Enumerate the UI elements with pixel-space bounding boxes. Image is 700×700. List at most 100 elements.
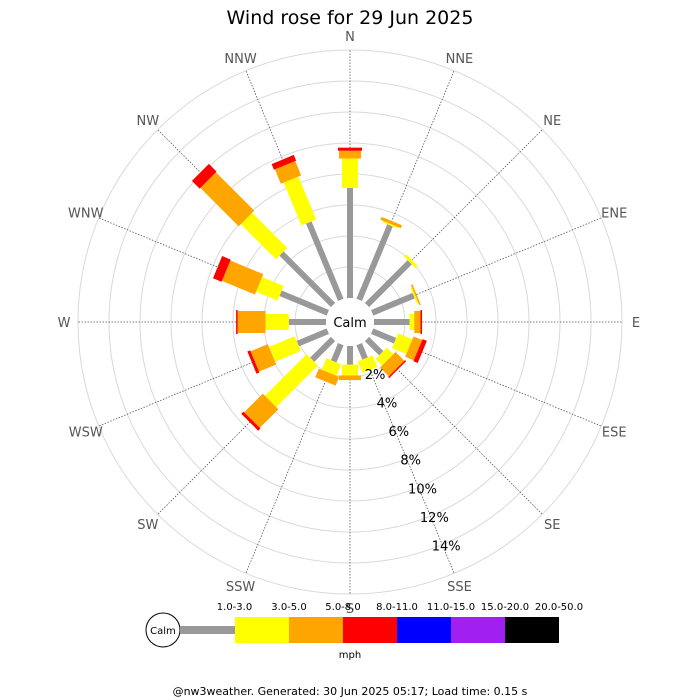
- bar-s-3.0-5.0: [342, 364, 358, 376]
- legend-swatch: [343, 617, 397, 643]
- legend-unit: mph: [339, 650, 361, 661]
- bar-n-5.0-8.0: [339, 150, 361, 159]
- bar-sw-5.0-8.0: [244, 393, 279, 428]
- direction-label-wnw: WNW: [68, 207, 104, 222]
- bar-ese-3.0-5.0: [392, 333, 413, 354]
- bar-se-3.0-5.0: [375, 347, 394, 366]
- direction-label-sse: SSE: [447, 580, 472, 595]
- bar-wnw-3.0-5.0: [256, 276, 284, 301]
- bar-e-5.0-8.0: [414, 311, 421, 333]
- bar-nnw-8.0-11.0: [271, 154, 297, 170]
- bar-se-5.0-8.0: [380, 352, 405, 377]
- direction-label-ese: ESE: [602, 425, 627, 440]
- spoke-ne: [366, 129, 543, 306]
- legend-label: 1.0-3.0: [217, 602, 252, 613]
- bar-nnw-3.0-5.0: [283, 176, 317, 226]
- bar-ssw-1.0-3.0: [330, 343, 344, 363]
- direction-labels: N NNE NE ENE E ESE SE SSE S SSW SW WSW W WNW NW NNW: [58, 30, 641, 617]
- direction-label-sw: SW: [137, 518, 158, 533]
- bar-sw-3.0-5.0: [264, 354, 318, 408]
- bar-wsw-3.0-5.0: [268, 336, 301, 362]
- legend-swatch: [180, 626, 235, 634]
- calm-center: Calm: [326, 298, 374, 346]
- spoke-nne: [358, 70, 455, 300]
- bar-n-1.0-3.0: [347, 187, 353, 298]
- percent-label: 4%: [377, 396, 398, 411]
- bar-ene-3.0-5.0: [410, 287, 419, 304]
- spoke-sse: [358, 344, 455, 574]
- bar-ene-5.0-8.0: [410, 284, 421, 306]
- legend-label: 15.0-20.0: [481, 602, 529, 613]
- bar-e-8.0-11.0: [420, 310, 423, 334]
- bar-se-8.0-11.0: [388, 360, 407, 379]
- bar-s-5.0-8.0: [339, 375, 361, 381]
- direction-label-wsw: WSW: [69, 425, 103, 440]
- spoke-ene: [372, 217, 602, 314]
- bar-nw-3.0-5.0: [240, 212, 288, 260]
- bar-n-8.0-11.0: [338, 147, 362, 151]
- bar-w-1.0-3.0: [288, 319, 326, 325]
- wind-bars: [191, 147, 427, 431]
- percent-labels: 2% 4% 6% 8% 10% 12% 14%: [365, 368, 461, 555]
- legend-label: 11.0-15.0: [427, 602, 475, 613]
- bar-nw-8.0-11.0: [191, 163, 217, 189]
- bar-sse-1.0-3.0: [356, 343, 368, 360]
- legend-swatch: [397, 617, 451, 643]
- legend-swatch: [235, 617, 289, 643]
- legend-label: 8.0-11.0: [376, 602, 418, 613]
- legend-calm-label: Calm: [150, 626, 176, 637]
- bar-w-3.0-5.0: [265, 314, 289, 330]
- direction-label-ne: NE: [543, 114, 561, 129]
- bar-wnw-1.0-3.0: [279, 290, 329, 316]
- bar-se-1.0-3.0: [364, 336, 384, 356]
- chart-title: Wind rose for 29 Jun 2025: [227, 7, 474, 29]
- spoke-wnw: [98, 217, 328, 314]
- direction-label-s: S: [346, 602, 354, 617]
- footer: @nw3weather. Generated: 30 Jun 2025 05:1…: [173, 685, 528, 698]
- bar-s-1.0-3.0: [347, 346, 353, 365]
- percent-label: 2%: [365, 368, 386, 383]
- legend-swatch: [505, 617, 559, 643]
- direction-label-nnw: NNW: [224, 52, 256, 67]
- spoke-se: [366, 338, 543, 515]
- bar-nne-1.0-3.0: [356, 224, 393, 301]
- legend-label: 20.0-50.0: [535, 602, 583, 613]
- spoke-ese: [372, 330, 602, 427]
- bar-wsw-1.0-3.0: [296, 328, 329, 347]
- direction-label-ssw: SSW: [226, 580, 256, 595]
- bar-nnw-5.0-8.0: [274, 161, 302, 184]
- direction-label-se: SE: [544, 518, 560, 533]
- bar-ene-1.0-3.0: [371, 292, 415, 316]
- bar-wsw-8.0-11.0: [247, 350, 260, 374]
- bar-ssw-3.0-5.0: [321, 358, 342, 376]
- bar-wsw-5.0-8.0: [250, 344, 277, 372]
- bar-wnw-5.0-8.0: [221, 260, 264, 295]
- direction-label-w: W: [58, 316, 71, 331]
- bar-ese-8.0-11.0: [413, 339, 427, 364]
- percent-label: 14%: [432, 540, 461, 555]
- bar-nnw-1.0-3.0: [306, 221, 344, 301]
- direction-label-n: N: [345, 30, 355, 45]
- bar-ne-3.0-5.0: [404, 254, 418, 268]
- legend-swatch: [289, 617, 343, 643]
- bar-nne-3.0-5.0: [382, 220, 399, 229]
- spoke-ssw: [245, 344, 342, 574]
- bar-wnw-8.0-11.0: [212, 256, 231, 282]
- bar-ne-1.0-3.0: [364, 260, 412, 308]
- bar-nne-5.0-8.0: [380, 216, 402, 229]
- spoke-sw: [157, 338, 334, 515]
- direction-label-nw: NW: [136, 114, 159, 129]
- legend-label: 5.0-8.0: [325, 602, 360, 613]
- bar-ese-1.0-3.0: [371, 328, 397, 344]
- calm-label: Calm: [333, 316, 366, 331]
- speed-legend: Calm 1.0-3.0 3.0-5.0 5.0-8.0 8.0-11.0 11.0-1…: [145, 602, 583, 661]
- bar-nw-5.0-8.0: [200, 172, 255, 227]
- calm-circle: [326, 298, 374, 346]
- percent-label: 10%: [408, 482, 437, 497]
- direction-label-e: E: [632, 316, 640, 331]
- percent-label: 6%: [388, 425, 409, 440]
- bar-e-1.0-3.0: [373, 319, 410, 325]
- bar-sw-1.0-3.0: [310, 336, 336, 362]
- bar-n-3.0-5.0: [342, 158, 358, 188]
